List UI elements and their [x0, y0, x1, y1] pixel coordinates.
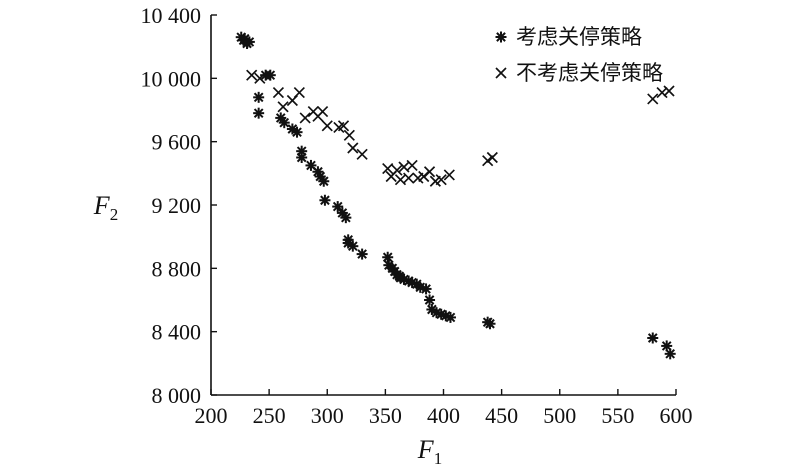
data-point-series-2: [486, 151, 498, 164]
data-point-series-1: [318, 175, 330, 187]
data-point-series-1: [420, 283, 432, 295]
data-point-series-1: [340, 212, 352, 224]
legend: 考虑关停策略 不考虑关停策略: [495, 25, 663, 85]
data-point-series-2: [391, 164, 403, 176]
data-point-series-2: [246, 69, 258, 81]
legend-marker-asterisk: [495, 31, 507, 43]
data-point-series-1: [243, 36, 255, 48]
x-tick-label: 450: [485, 403, 518, 428]
data-point-series-2: [299, 112, 311, 124]
data-point-series-2: [382, 162, 394, 175]
data-point-series-2: [656, 86, 668, 99]
y-axis-title: F2: [93, 191, 118, 224]
data-point-series-2: [343, 129, 355, 141]
x-tick-label: 200: [195, 403, 228, 428]
legend-label-series-1: 考虑关停策略: [516, 25, 642, 49]
data-point-series-1: [382, 251, 394, 263]
data-point-series-1: [253, 107, 265, 119]
legend-x-icon: [495, 67, 507, 79]
y-tick-label: 10 400: [141, 3, 202, 28]
data-point-series-1: [291, 126, 303, 138]
data-point-series-1: [278, 117, 290, 129]
legend-item-series-2: 不考虑关停策略: [495, 61, 663, 85]
x-tick-label: 300: [311, 403, 344, 428]
data-points: [235, 31, 676, 360]
data-point-series-1: [356, 248, 368, 260]
data-point-series-1: [264, 69, 276, 81]
y-tick-label: 10 000: [141, 66, 202, 91]
data-point-series-1: [424, 294, 436, 306]
x-tick-label: 400: [427, 403, 460, 428]
data-point-series-2: [443, 169, 455, 181]
data-point-series-2: [316, 105, 329, 118]
data-point-series-1: [347, 240, 359, 252]
y-tick-label: 9 200: [152, 193, 202, 218]
legend-asterisk-icon: [495, 31, 507, 43]
data-point-series-2: [272, 86, 285, 99]
data-point-series-1: [296, 152, 308, 163]
x-tick-label: 350: [369, 403, 402, 428]
legend-item-series-1: 考虑关停策略: [495, 25, 642, 49]
y-tick-label: 9 600: [152, 130, 202, 155]
data-point-series-2: [435, 174, 447, 186]
y-axis-title-subscript: 2: [110, 205, 119, 224]
data-point-series-1: [253, 91, 265, 103]
y-tick-label: 8 800: [152, 256, 202, 281]
data-point-series-2: [337, 120, 350, 132]
legend-marker-x: [495, 67, 507, 79]
data-point-series-2: [647, 93, 659, 105]
data-point-series-2: [403, 172, 415, 184]
y-tick-label: 8 000: [152, 383, 202, 408]
data-point-series-2: [423, 166, 436, 178]
data-point-series-1: [319, 194, 331, 206]
x-axis-title-letter: F: [417, 435, 435, 464]
x-axis: 200 250 300 350 400 450 500 550 600: [195, 389, 693, 428]
x-axis-title: F1: [417, 435, 442, 468]
data-point-series-2: [321, 120, 333, 132]
y-axis: 8 000 8 400 8 800 9 200 9 600 10 000 10 400: [141, 3, 217, 408]
data-point-series-2: [277, 101, 289, 113]
y-tick-label: 8 400: [152, 320, 202, 345]
data-point-series-1: [484, 318, 496, 330]
x-tick-label: 550: [601, 403, 634, 428]
data-point-series-1: [647, 332, 659, 344]
data-point-series-1: [444, 311, 456, 323]
data-point-series-1: [332, 201, 344, 213]
data-point-series-1: [664, 348, 676, 360]
x-tick-label: 250: [253, 403, 286, 428]
x-tick-label: 500: [543, 403, 576, 428]
data-point-series-2: [293, 86, 305, 99]
y-axis-title-letter: F: [93, 191, 111, 220]
data-point-series-2: [254, 72, 266, 84]
data-point-series-2: [356, 148, 368, 160]
x-tick-label: 600: [660, 403, 693, 428]
legend-label-series-2: 不考虑关停策略: [516, 61, 663, 85]
data-point-series-2: [406, 159, 418, 172]
data-point-series-2: [347, 142, 359, 154]
data-point-series-2: [663, 85, 675, 97]
x-axis-title-subscript: 1: [434, 449, 443, 468]
